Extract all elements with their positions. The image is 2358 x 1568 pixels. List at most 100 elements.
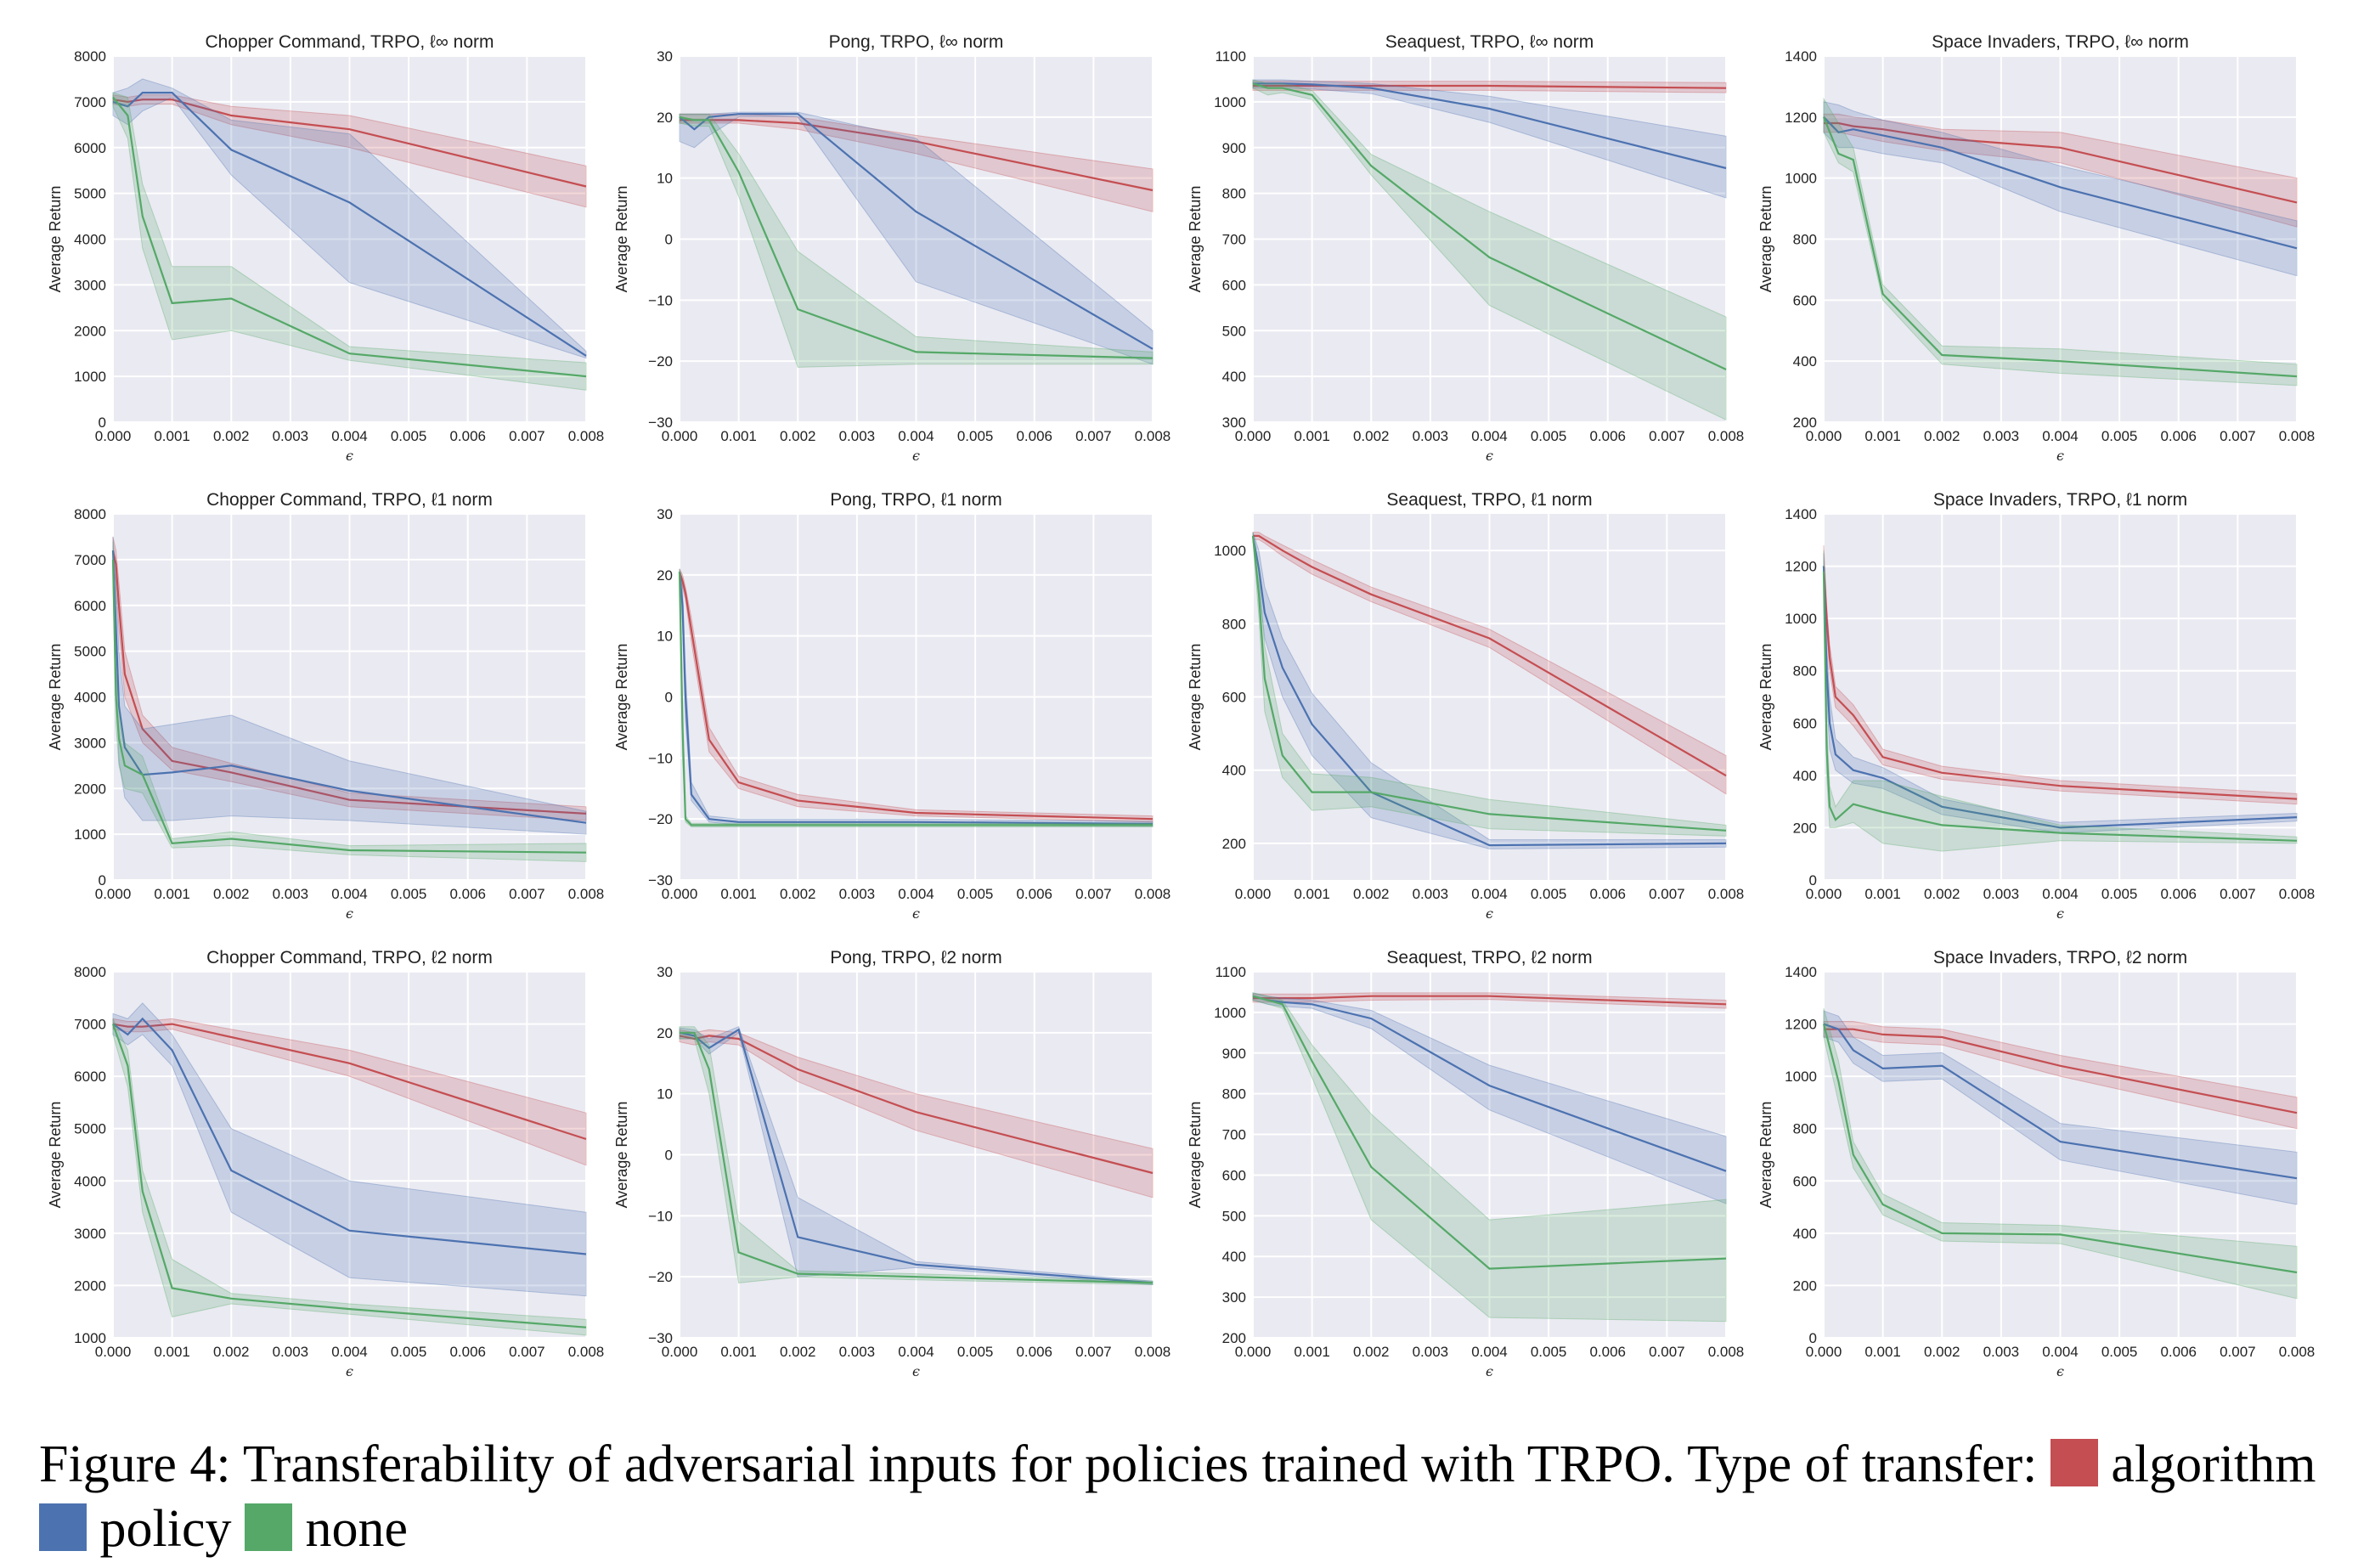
y-tick-label: 0 bbox=[665, 690, 673, 706]
line-none bbox=[112, 96, 587, 378]
x-tick-label: 0.003 bbox=[273, 428, 309, 444]
y-tick-label: 0 bbox=[99, 872, 106, 888]
line-algorithm bbox=[112, 99, 587, 188]
y-tick-label: −10 bbox=[648, 1208, 673, 1224]
y-tick-label: 300 bbox=[1222, 1289, 1246, 1306]
x-tick-label: 0.007 bbox=[509, 886, 545, 902]
line-none bbox=[1251, 535, 1727, 832]
chart-title: Chopper Command, TRPO, ℓ2 norm bbox=[206, 948, 493, 967]
y-tick-label: −30 bbox=[648, 1330, 673, 1346]
plot-area: 0.000 0.001 0.002 0.003 0.004 0.005 0.006 0.007… bbox=[1187, 948, 1744, 1379]
x-tick-label: 0.000 bbox=[95, 1344, 132, 1360]
y-tick-label: 500 bbox=[1222, 1208, 1246, 1224]
x-tick-label: 0.003 bbox=[839, 428, 876, 444]
y-axis-label: Average Return bbox=[1187, 1102, 1204, 1209]
y-tick-label: 2000 bbox=[74, 781, 106, 797]
y-tick-label: −30 bbox=[648, 415, 673, 431]
x-tick-label: 0.007 bbox=[1075, 886, 1112, 902]
legend-label-none: none bbox=[305, 1500, 409, 1558]
x-tick-label: 0.005 bbox=[2101, 886, 2138, 902]
line-policy bbox=[112, 91, 587, 357]
y-tick-label: 700 bbox=[1222, 232, 1246, 248]
plot-area: 0.000 0.001 0.002 0.003 0.004 0.005 0.006 0.007… bbox=[613, 490, 1171, 922]
x-tick-label: 0.000 bbox=[1235, 428, 1272, 444]
figure-caption: Figure 4: Transferability of adversarial… bbox=[39, 1432, 2333, 1561]
y-tick-label: 3000 bbox=[74, 1226, 106, 1242]
x-tick-label: 0.008 bbox=[568, 1344, 605, 1360]
x-tick-label: 0.002 bbox=[1924, 886, 1960, 902]
plot-area: 0.000 0.001 0.002 0.003 0.004 0.005 0.006 0.007… bbox=[1187, 32, 1744, 464]
y-tick-label: 8000 bbox=[74, 964, 106, 980]
y-axis-label: Average Return bbox=[613, 1102, 630, 1209]
y-tick-label: 600 bbox=[1222, 1167, 1246, 1183]
x-tick-label: 0.001 bbox=[720, 886, 757, 902]
band-algorithm bbox=[679, 113, 1154, 212]
y-tick-label: 5000 bbox=[74, 1121, 106, 1137]
y-tick-label: 900 bbox=[1222, 1046, 1246, 1062]
y-tick-label: 400 bbox=[1793, 1226, 1817, 1242]
line-algorithm bbox=[1253, 84, 1727, 89]
line-policy bbox=[679, 113, 1154, 350]
y-tick-label: 6000 bbox=[74, 598, 106, 614]
plot-area: 0.000 0.001 0.002 0.003 0.004 0.005 0.006 0.007… bbox=[47, 32, 604, 464]
x-tick-label: 0.003 bbox=[1983, 1344, 2020, 1360]
chart-title: Pong, TRPO, ℓ∞ norm bbox=[829, 32, 1004, 52]
x-tick-label: 0.001 bbox=[1294, 886, 1330, 902]
y-tick-label: 0 bbox=[1809, 872, 1817, 888]
plot-area: 0.000 0.001 0.002 0.003 0.004 0.005 0.006 0.007… bbox=[47, 490, 604, 922]
band-algorithm bbox=[1252, 81, 1727, 93]
y-axis-label: Average Return bbox=[1757, 644, 1774, 751]
x-tick-label: 0.006 bbox=[1589, 886, 1626, 902]
y-tick-label: 1000 bbox=[1214, 94, 1246, 110]
x-tick-label: 0.004 bbox=[2042, 1344, 2079, 1360]
chart-title: Space Invaders, TRPO, ℓ2 norm bbox=[1933, 948, 2187, 967]
y-tick-label: 1000 bbox=[1214, 1005, 1246, 1021]
chart-4: 0.000 0.001 0.002 0.003 0.004 0.005 0.006 0.007… bbox=[1757, 32, 2315, 464]
x-tick-label: 0.007 bbox=[2220, 428, 2256, 444]
x-tick-label: 0.002 bbox=[1924, 1344, 1960, 1360]
y-tick-label: 1100 bbox=[1215, 48, 1246, 65]
x-axis-label: ϵ bbox=[346, 1363, 353, 1379]
y-axis-label: Average Return bbox=[47, 644, 64, 751]
x-tick-label: 0.002 bbox=[1353, 1344, 1390, 1360]
line-policy bbox=[1253, 82, 1727, 170]
band-none bbox=[1823, 97, 2298, 386]
y-axis-label: Average Return bbox=[1757, 186, 1774, 293]
x-tick-label: 0.006 bbox=[1016, 886, 1052, 902]
y-tick-label: 7000 bbox=[74, 552, 106, 568]
y-tick-label: −10 bbox=[648, 292, 673, 308]
line-algorithm bbox=[1822, 566, 2298, 800]
x-tick-label: 0.000 bbox=[95, 886, 132, 902]
chart-3: 0.000 0.001 0.002 0.003 0.004 0.005 0.006 0.007… bbox=[1187, 32, 1744, 464]
chart-title: Chopper Command, TRPO, ℓ1 norm bbox=[206, 490, 493, 510]
plot-area: 0.000 0.001 0.002 0.003 0.004 0.005 0.006 0.007… bbox=[613, 32, 1171, 464]
x-tick-label: 0.004 bbox=[1471, 1344, 1508, 1360]
y-axis-label: Average Return bbox=[47, 1102, 64, 1209]
y-tick-label: 30 bbox=[657, 506, 673, 522]
band-policy bbox=[1823, 553, 2298, 834]
x-tick-label: 0.007 bbox=[2220, 886, 2256, 902]
x-tick-label: 0.005 bbox=[957, 1344, 994, 1360]
y-axis-label: Average Return bbox=[1187, 186, 1204, 293]
y-tick-label: 8000 bbox=[74, 506, 106, 522]
y-tick-label: 700 bbox=[1222, 1127, 1246, 1143]
legend-label-policy: policy bbox=[99, 1500, 232, 1558]
x-tick-label: 0.006 bbox=[2160, 1344, 2197, 1360]
y-tick-label: 1200 bbox=[1785, 1017, 1817, 1033]
band-algorithm bbox=[112, 94, 587, 208]
y-tick-label: 20 bbox=[657, 1025, 673, 1041]
y-tick-label: 10 bbox=[657, 171, 673, 187]
band-none bbox=[1823, 550, 2298, 852]
y-tick-label: 5000 bbox=[74, 186, 106, 202]
x-tick-label: 0.005 bbox=[957, 428, 994, 444]
x-tick-label: 0.002 bbox=[1924, 428, 1960, 444]
x-axis-label: ϵ bbox=[2056, 448, 2064, 464]
x-axis-label: ϵ bbox=[1486, 1363, 1493, 1379]
x-tick-label: 0.004 bbox=[331, 1344, 368, 1360]
chart-title: Pong, TRPO, ℓ1 norm bbox=[830, 490, 1001, 510]
x-tick-label: 0.000 bbox=[1806, 886, 1842, 902]
x-tick-label: 0.000 bbox=[1235, 886, 1272, 902]
chart-11: 0.000 0.001 0.002 0.003 0.004 0.005 0.006 0.007… bbox=[1187, 948, 1744, 1379]
y-tick-label: 400 bbox=[1222, 763, 1246, 779]
x-tick-label: 0.000 bbox=[662, 886, 698, 902]
